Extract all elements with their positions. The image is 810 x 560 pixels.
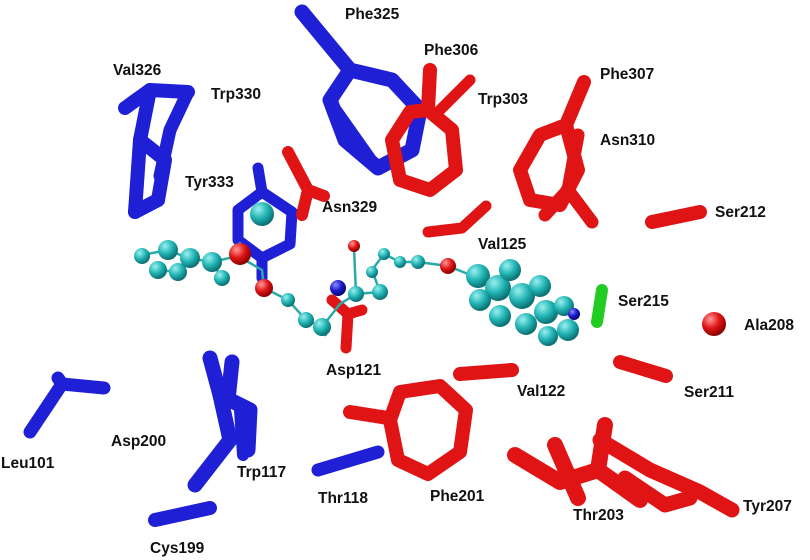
label-asn329: Asn329 [322, 199, 378, 216]
leu101-residue [23, 371, 111, 439]
ala208-atom [702, 312, 726, 336]
label-asn310: Asn310 [600, 132, 655, 149]
asn329-residue [282, 146, 330, 221]
label-asp121: Asp121 [326, 362, 382, 379]
label-thr203: Thr203 [573, 507, 624, 524]
label-phe307: Phe307 [600, 66, 654, 83]
phe325-residue [294, 4, 428, 176]
trp117-residue [234, 404, 249, 461]
ser215-highlight [591, 284, 608, 328]
ser212-residue [645, 205, 707, 229]
label-ser215: Ser215 [618, 293, 669, 310]
label-phe201: Phe201 [430, 488, 485, 505]
cys199-residue [148, 501, 217, 527]
label-asp200: Asp200 [111, 433, 166, 450]
label-thr118: Thr118 [318, 490, 368, 507]
asp121-residue [326, 294, 368, 354]
trp330-residue [153, 85, 195, 183]
label-phe306: Phe306 [424, 42, 479, 59]
label-val326: Val326 [113, 62, 162, 79]
label-phe325: Phe325 [345, 6, 400, 23]
label-trp330: Trp330 [211, 86, 261, 103]
label-leu101: Leu101 [1, 455, 55, 472]
label-tyr207: Tyr207 [743, 498, 792, 515]
ligand-molecule [134, 202, 580, 346]
label-ser211: Ser211 [684, 384, 734, 401]
phe306-residue [385, 63, 463, 197]
label-ala208: Ala208 [744, 317, 794, 334]
thr203-residue [507, 417, 648, 508]
ser211-residue [613, 355, 673, 383]
asn310-residue [538, 128, 599, 229]
label-cys199: Cys199 [150, 540, 205, 557]
val125-residue [422, 200, 492, 238]
asp200-residue [187, 350, 258, 493]
label-trp303: Trp303 [478, 91, 528, 108]
residue-labels: Phe325 Phe306 Val326 Trp330 Phe307 Trp30… [1, 6, 794, 557]
val122-residue [453, 363, 519, 381]
label-trp117: Trp117 [237, 464, 286, 481]
thr118-residue [311, 445, 385, 477]
label-val122: Val122 [517, 383, 565, 400]
tyr207-residue [592, 432, 740, 518]
label-tyr333: Tyr333 [185, 174, 234, 191]
label-ser212: Ser212 [715, 204, 766, 221]
label-val125: Val125 [478, 236, 527, 253]
phe201-residue [343, 379, 473, 481]
trp303-residue [434, 74, 476, 116]
